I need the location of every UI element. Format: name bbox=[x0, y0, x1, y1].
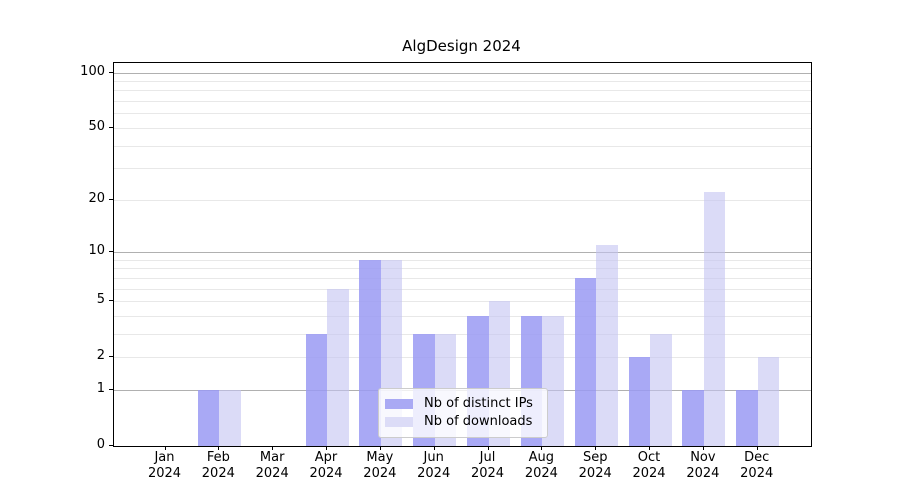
legend: Nb of distinct IPs Nb of downloads bbox=[378, 388, 548, 438]
minor-gridline bbox=[114, 357, 811, 359]
x-tick-label: Feb 2024 bbox=[201, 450, 235, 481]
legend-entry-distinct-ips: Nb of distinct IPs bbox=[385, 395, 533, 413]
bar-ips-apr bbox=[305, 333, 327, 446]
x-tick-label: Nov 2024 bbox=[686, 450, 720, 481]
minor-gridline bbox=[114, 288, 811, 290]
y-tick-label: 20 bbox=[88, 190, 105, 206]
bar-ips-dec bbox=[736, 389, 758, 446]
major-gridline bbox=[114, 72, 811, 74]
y-tick-label: 1 bbox=[96, 380, 105, 396]
bar-downloads-dec bbox=[757, 357, 780, 446]
y-tick-label: 2 bbox=[96, 348, 105, 364]
x-tick-label: Apr 2024 bbox=[309, 450, 343, 481]
bar-downloads-apr bbox=[327, 288, 349, 446]
x-tick-label: Sep 2024 bbox=[578, 450, 612, 481]
y-tick bbox=[109, 388, 113, 390]
bar-ips-sep bbox=[574, 277, 597, 446]
y-tick-label: 0 bbox=[96, 437, 105, 452]
x-tick bbox=[326, 446, 327, 450]
x-tick bbox=[595, 446, 597, 450]
bar-downloads-feb bbox=[219, 389, 241, 446]
minor-gridline bbox=[114, 199, 811, 201]
x-tick bbox=[702, 446, 704, 450]
y-tick bbox=[109, 71, 113, 73]
x-tick bbox=[541, 446, 543, 450]
minor-gridline bbox=[114, 81, 811, 83]
y-tick-label: 100 bbox=[80, 63, 105, 79]
minor-gridline bbox=[114, 90, 811, 92]
x-tick bbox=[433, 446, 435, 450]
bar-ips-feb bbox=[197, 389, 220, 446]
legend-swatch-downloads-icon bbox=[385, 417, 413, 427]
plot-area bbox=[113, 62, 812, 447]
y-tick-label: 50 bbox=[88, 118, 105, 134]
major-gridline bbox=[114, 252, 811, 253]
y-tick bbox=[109, 445, 113, 446]
x-tick-label: Mar 2024 bbox=[255, 450, 289, 481]
x-tick-label: Dec 2024 bbox=[740, 450, 774, 481]
x-tick-label: Oct 2024 bbox=[632, 450, 666, 481]
minor-gridline bbox=[114, 301, 811, 303]
legend-swatch-distinct-ips-icon bbox=[385, 399, 413, 409]
minor-gridline bbox=[114, 315, 811, 317]
x-tick bbox=[379, 446, 381, 450]
x-tick bbox=[756, 446, 758, 450]
y-tick bbox=[109, 251, 113, 252]
minor-gridline bbox=[114, 268, 811, 270]
legend-label-distinct-ips: Nb of distinct IPs bbox=[424, 396, 533, 411]
legend-entry-downloads: Nb of downloads bbox=[385, 413, 533, 431]
x-tick bbox=[272, 446, 274, 450]
chart-title: AlgDesign 2024 bbox=[402, 37, 521, 55]
y-tick bbox=[109, 198, 113, 200]
y-tick-label: 5 bbox=[96, 292, 105, 308]
x-tick-label: Jan 2024 bbox=[147, 450, 182, 481]
y-tick bbox=[109, 126, 113, 128]
minor-gridline bbox=[114, 145, 811, 147]
bar-downloads-nov bbox=[703, 192, 726, 446]
x-tick bbox=[218, 446, 220, 450]
bar-ips-nov bbox=[682, 389, 704, 446]
x-tick-label: May 2024 bbox=[363, 450, 397, 481]
bar-downloads-sep bbox=[596, 244, 618, 446]
minor-gridline bbox=[114, 113, 811, 115]
x-tick bbox=[164, 446, 166, 450]
bar-downloads-oct bbox=[650, 333, 672, 446]
minor-gridline bbox=[114, 168, 811, 170]
minor-gridline bbox=[114, 127, 811, 129]
y-tick bbox=[109, 356, 113, 358]
y-tick-label: 10 bbox=[88, 243, 105, 258]
minor-gridline bbox=[114, 101, 811, 103]
minor-gridline bbox=[114, 259, 811, 261]
bar-ips-oct bbox=[628, 357, 651, 446]
x-tick-label: Jun 2024 bbox=[417, 450, 451, 481]
minor-gridline bbox=[114, 277, 811, 279]
x-tick bbox=[649, 446, 651, 450]
x-tick-label: Jul 2024 bbox=[470, 450, 505, 481]
bar-ips-may bbox=[359, 259, 381, 446]
legend-label-downloads: Nb of downloads bbox=[424, 414, 533, 429]
x-tick bbox=[487, 446, 489, 450]
minor-gridline bbox=[114, 333, 811, 335]
x-tick-label: Aug 2024 bbox=[524, 450, 558, 481]
y-tick bbox=[109, 300, 113, 302]
